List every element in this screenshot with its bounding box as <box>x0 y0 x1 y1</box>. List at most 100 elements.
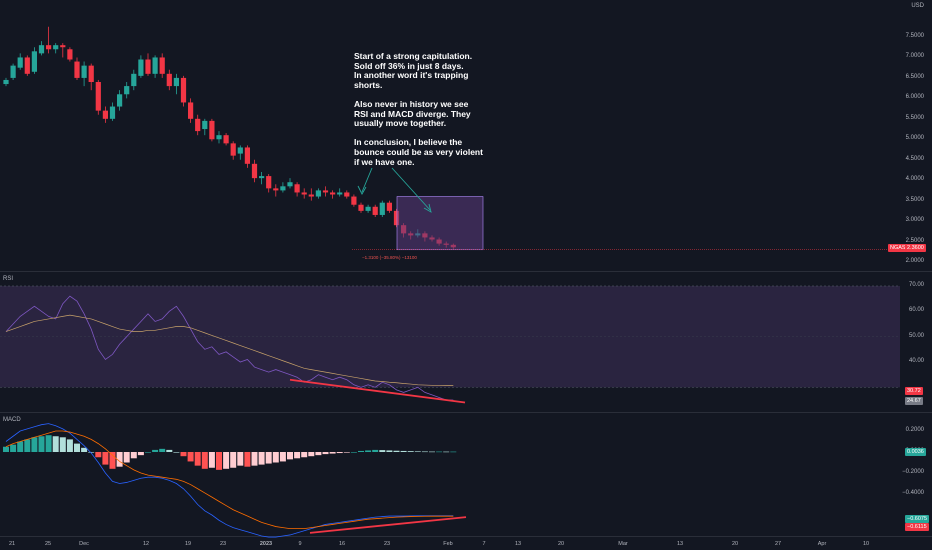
macd-histogram-bar <box>102 452 109 465</box>
macd-histogram-bar <box>301 452 308 458</box>
candle-body <box>322 190 329 193</box>
rsi-tick-label: 50.00 <box>908 332 924 339</box>
macd-histogram-bar <box>201 452 208 469</box>
annotation-text-note[interactable]: Start of a strong capitulation. Sold off… <box>354 51 483 167</box>
macd-histogram-bar <box>130 452 137 459</box>
measure-box <box>396 196 484 251</box>
candle-body <box>180 77 187 103</box>
macd-histogram-bar <box>230 452 237 468</box>
time-tick-label: Apr <box>817 541 827 547</box>
time-tick-label: 9 <box>298 541 302 547</box>
macd-histogram-bar <box>429 451 435 453</box>
rsi-ma-line <box>5 314 454 386</box>
candle-body <box>3 79 9 85</box>
candle-body <box>358 204 364 211</box>
macd-histogram-bar <box>145 452 151 453</box>
time-tick-label: 10 <box>862 541 870 547</box>
macd-histogram-bar <box>365 450 372 452</box>
macd-histogram-bar <box>258 452 265 465</box>
rsi-tick-label: 70.00 <box>908 282 924 288</box>
macd-histogram-bar <box>88 452 95 453</box>
macd-histogram-bar <box>358 450 364 452</box>
candle-body <box>237 147 243 154</box>
time-tick-label: 13 <box>514 541 522 547</box>
candle-body <box>280 186 286 191</box>
macd-histogram-bar <box>17 441 24 452</box>
candle-body <box>202 120 208 130</box>
macd-histogram-bar <box>38 436 45 452</box>
time-tick-label: 21 <box>8 541 16 547</box>
price-tick-label: 3.5000 <box>905 196 924 203</box>
candle-body <box>124 86 130 95</box>
macd-histogram-bar <box>59 437 66 452</box>
candle-body <box>109 106 116 119</box>
macd-histogram-bar <box>443 451 450 453</box>
macd-histogram-bar <box>294 452 301 459</box>
candle-body <box>393 210 400 226</box>
time-tick-label: 16 <box>338 541 346 547</box>
candle-body <box>173 77 179 87</box>
macd-histogram-bar <box>3 446 9 452</box>
last-price-tag: 2.3600 <box>905 244 926 252</box>
macd-histogram-bar <box>244 452 251 467</box>
candle-body <box>351 196 357 205</box>
macd-line <box>5 423 454 538</box>
annotation-arrowhead-2 <box>423 203 432 213</box>
annotation-arrow-1 <box>361 167 373 193</box>
macd-histogram-bar <box>265 452 272 464</box>
candle-body <box>152 57 158 74</box>
candle-body <box>46 45 52 50</box>
macd-histogram-bar <box>116 452 123 467</box>
macd-hist-tag: 0.0036 <box>905 448 926 456</box>
annotation-arrowhead-1 <box>357 185 367 195</box>
candle-body <box>337 192 343 195</box>
macd-histogram-bar <box>279 452 286 462</box>
macd-histogram-bar <box>272 452 279 463</box>
macd-tick-label: 0.2000 <box>905 427 924 433</box>
candle-body <box>145 59 151 74</box>
price-tick-label: 2.0000 <box>905 258 924 264</box>
macd-histogram-bar <box>393 450 400 452</box>
candle-body <box>287 182 293 187</box>
rsi-divergence-line <box>289 378 466 404</box>
macd-histogram-bar <box>436 451 443 453</box>
rsi-tick-label: 60.00 <box>908 307 924 314</box>
candle-body <box>117 94 123 107</box>
macd-histogram-bar <box>287 452 293 460</box>
macd-histogram-bar <box>407 451 414 452</box>
pane-separator-time-axis <box>0 536 932 537</box>
macd-histogram-bar <box>237 452 244 466</box>
price-axis-currency: USD <box>911 3 924 9</box>
macd-histogram-bar <box>187 452 194 462</box>
pane-separator-price-rsi[interactable] <box>0 271 932 272</box>
pane-separator-rsi-macd[interactable] <box>0 412 932 413</box>
candle-body <box>330 192 336 195</box>
macd-histogram-bar <box>379 450 386 452</box>
candle-body <box>223 135 229 144</box>
time-tick-label: Dec <box>79 541 89 547</box>
rsi-title: RSI <box>3 276 14 282</box>
time-tick-label: 2023 <box>259 541 273 547</box>
macd-signal-tag: −0.6115 <box>905 523 929 531</box>
rsi-line <box>5 295 454 401</box>
symbol-tag: NGAS <box>888 244 908 252</box>
candle-body <box>308 194 314 197</box>
macd-histogram-bar <box>66 439 73 452</box>
macd-histogram-bar <box>31 437 38 452</box>
price-tick-label: 7.5000 <box>905 33 924 39</box>
macd-histogram-bar <box>216 452 222 470</box>
candle-body <box>74 61 80 78</box>
measure-label: −1.3100 (−35.80%) −13100 <box>362 255 417 260</box>
macd-histogram-bar <box>152 449 159 452</box>
macd-signal-line <box>5 430 454 530</box>
candle-body <box>301 192 307 195</box>
time-tick-label: 12 <box>142 541 150 547</box>
candle-body <box>372 206 378 215</box>
rsi-value2-tag: 24.67 <box>905 397 923 405</box>
candle-body <box>67 49 73 60</box>
price-tick-label: 4.5000 <box>905 155 924 162</box>
time-tick-label: 20 <box>731 541 739 547</box>
candle-body <box>195 118 201 132</box>
rsi-tick-label: 40.00 <box>908 358 924 364</box>
time-tick-label: 19 <box>184 541 192 547</box>
